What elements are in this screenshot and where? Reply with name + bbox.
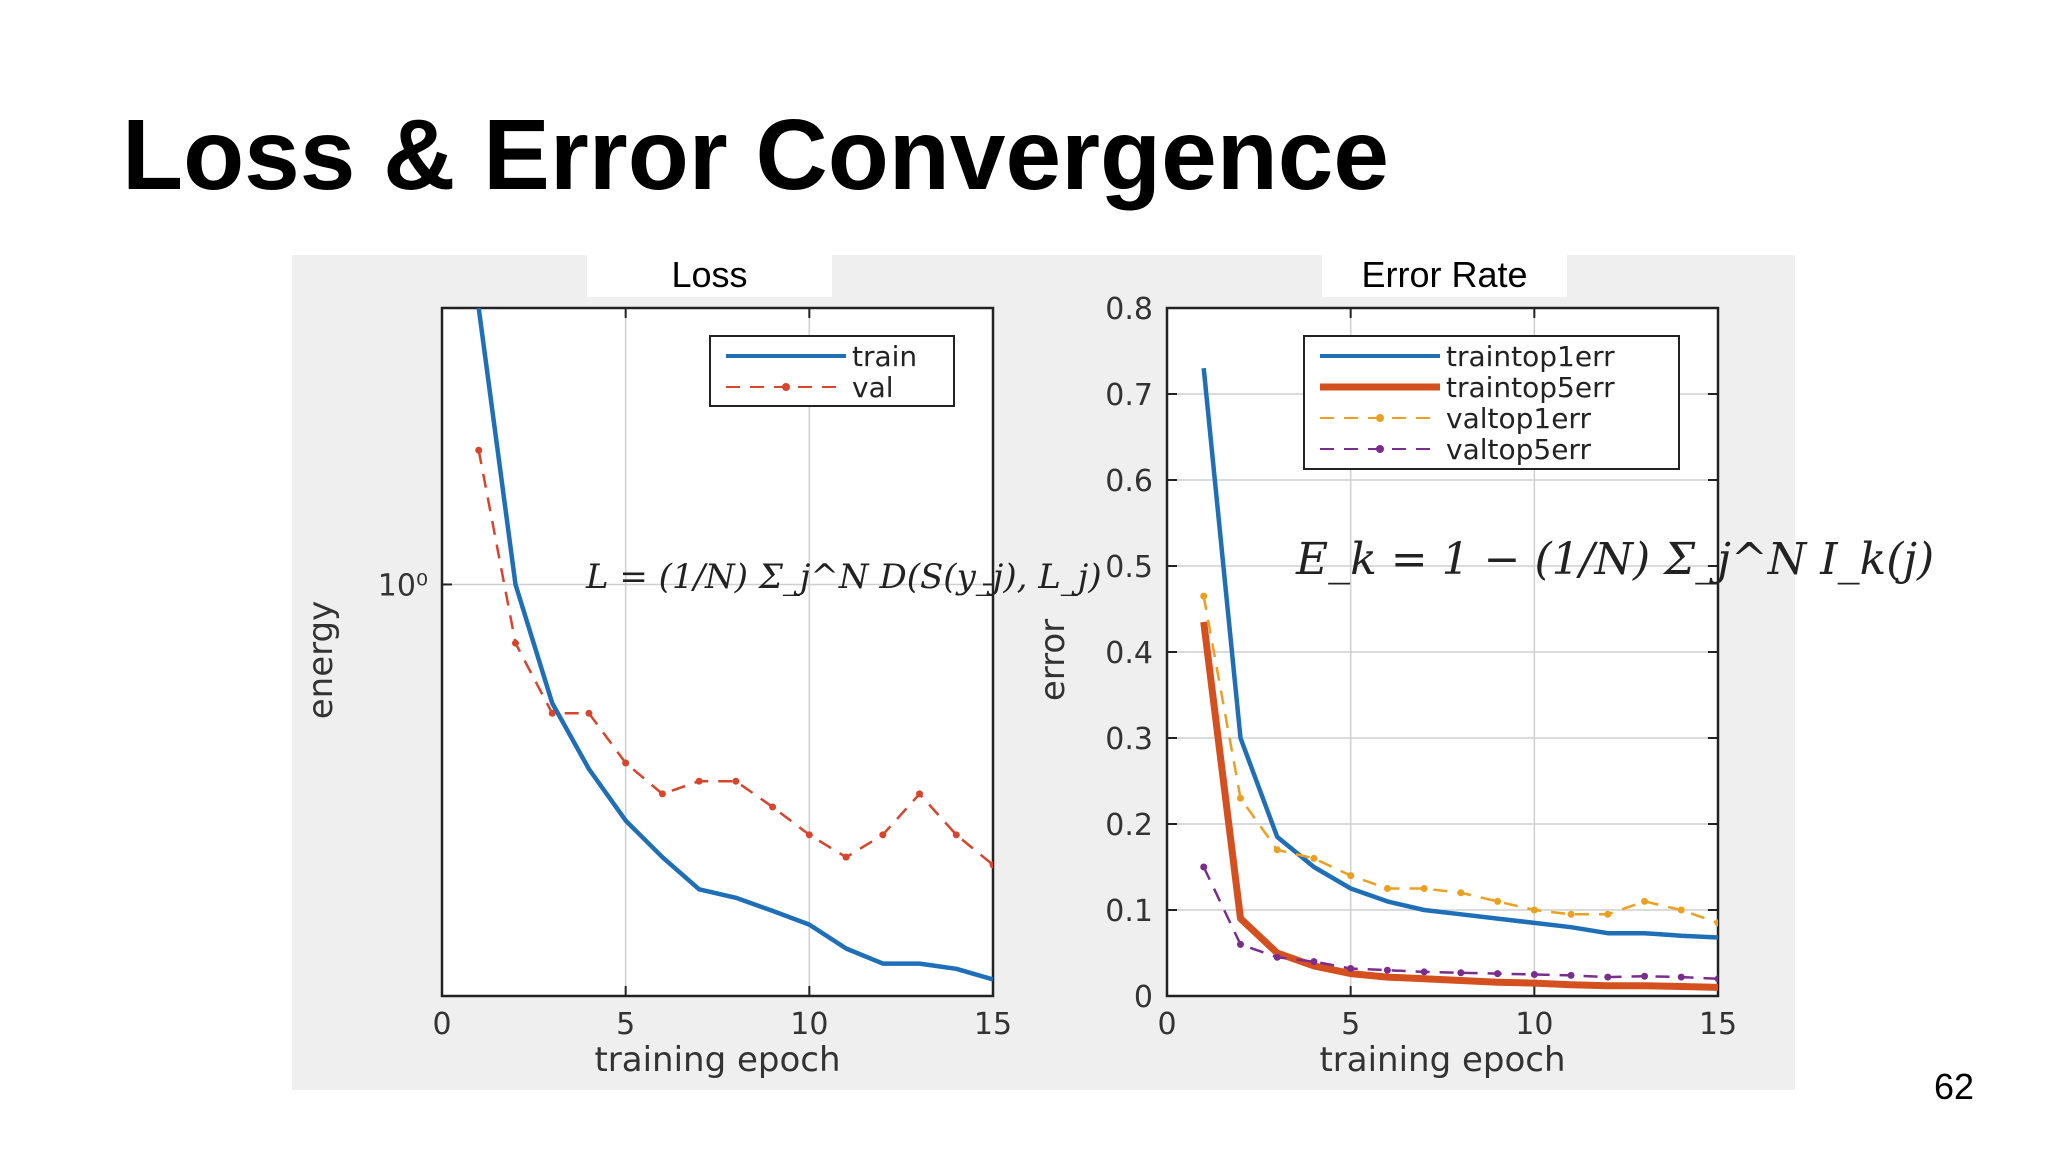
- error-ytick-label: 0.3: [1105, 722, 1153, 757]
- loss-xlabel: training epoch: [594, 1040, 840, 1080]
- loss-series-val-point: [511, 639, 519, 647]
- error-series-valtop5err-point: [1310, 958, 1318, 966]
- error-series-valtop5err-point: [1457, 969, 1465, 977]
- slide-title: Loss & Error Convergence: [122, 99, 1390, 211]
- error-xtick-label: 15: [1699, 1007, 1737, 1042]
- error-series-valtop5err-point: [1641, 972, 1649, 980]
- loss-ylabel: energy: [301, 601, 341, 719]
- loss-legend-marker-val: [782, 383, 790, 391]
- error-ylabel: error: [1033, 619, 1073, 701]
- error-series-traintop1err-line: [1201, 367, 1718, 940]
- error-series-valtop5err-line: [1202, 866, 1718, 981]
- loss-xtick-label: 5: [616, 1007, 635, 1042]
- error-series-valtop1err-point: [1273, 846, 1281, 854]
- loss-ytick-label: 10⁰: [378, 568, 428, 603]
- loss-axes-frame: [440, 306, 995, 998]
- loss-chart: 0 5 10 15 10⁰ training epoch energy L = (1/N) Σ…: [301, 306, 1102, 1080]
- error-series-valtop1err-point: [1494, 897, 1502, 905]
- error-series-valtop1err-point: [1567, 910, 1575, 918]
- error-series-valtop1err-point: [1530, 906, 1538, 914]
- loss-series-val-point: [695, 777, 703, 785]
- error-ytick-label: 0.8: [1105, 292, 1153, 327]
- error-series-valtop1err-point: [1641, 897, 1649, 905]
- error-legend-marker-valtop5err: [1376, 445, 1384, 453]
- loss-series-val-point: [952, 831, 960, 839]
- error-xtick-label: 5: [1341, 1007, 1360, 1042]
- error-series-valtop1err-point: [1420, 885, 1428, 892]
- error-series-valtop5err-point: [1273, 953, 1281, 961]
- error-ytick-label: 0.1: [1105, 894, 1153, 929]
- loss-series-val-point: [548, 709, 556, 717]
- loss-series-val-point: [769, 803, 777, 811]
- error-legend: traintop1errtraintop5errvaltop1errvaltop…: [1303, 335, 1680, 470]
- loss-series-val-point: [658, 790, 666, 798]
- error-ytick-label: 0.5: [1105, 550, 1153, 585]
- loss-series-val-point: [842, 853, 850, 861]
- error-series-valtop5err-point: [1347, 964, 1355, 972]
- error-series-valtop1err-point: [1677, 906, 1685, 914]
- error-series-valtop5err-point: [1494, 970, 1502, 978]
- error-series-valtop5err-point: [1714, 975, 1718, 983]
- error-chart: 0 5 10 15 0 0.1 0.2 0.3 0.4 0.5 0.6 0.7 0.8 training …: [1033, 292, 1934, 1080]
- loss-plot-area: [442, 308, 993, 996]
- loss-legend-box: [709, 335, 955, 407]
- error-ytick-label: 0: [1134, 980, 1153, 1015]
- page-number: 62: [1933, 1066, 1974, 1107]
- error-series-valtop5err-point: [1677, 973, 1685, 981]
- loss-series-train-line: [476, 308, 993, 982]
- loss-series-val-point: [989, 861, 993, 869]
- error-series-valtop1err-point: [1457, 889, 1465, 897]
- loss-series-val-point: [805, 831, 813, 839]
- error-series-valtop5err-point: [1530, 971, 1538, 978]
- loss-legend-label-val: val: [852, 371, 894, 404]
- error-ytick-label: 0.7: [1105, 378, 1153, 413]
- loss-panel-caption: Loss: [587, 253, 832, 297]
- error-ytick-label: 0.4: [1105, 636, 1153, 671]
- error-legend-label-traintop1err: traintop1err: [1446, 340, 1615, 373]
- loss-series-val-point: [879, 831, 887, 839]
- error-ytick-label: 0.2: [1105, 808, 1153, 843]
- error-series-valtop1err-point: [1383, 885, 1391, 892]
- error-series-valtop5err-point: [1604, 973, 1612, 981]
- loss-series-val-point: [585, 709, 593, 717]
- error-legend-label-valtop5err: valtop5err: [1446, 433, 1591, 466]
- loss-series-val-point: [475, 446, 483, 454]
- loss-series-val-point: [732, 777, 740, 785]
- error-series-valtop5err-point: [1200, 863, 1208, 871]
- error-xlabel: training epoch: [1319, 1040, 1565, 1080]
- loss-legend-label-train: train: [852, 340, 917, 373]
- loss-xtick-label: 10: [790, 1007, 828, 1042]
- error-legend-marker-valtop1err: [1376, 414, 1384, 422]
- error-legend-label-traintop5err: traintop5err: [1446, 371, 1615, 404]
- error-series-valtop5err-point: [1567, 971, 1575, 979]
- error-series-valtop5err-point: [1383, 966, 1391, 974]
- error-panel-caption: Error Rate: [1322, 253, 1567, 297]
- loss-xtick-label: 15: [974, 1007, 1012, 1042]
- loss-series-group: [475, 308, 993, 982]
- error-xtick-label: 10: [1515, 1007, 1553, 1042]
- loss-formula: L = (1/N) Σ_j^N D(S(y_j), L_j): [585, 557, 1102, 597]
- error-series-valtop5err-point: [1420, 968, 1428, 976]
- loss-xtick-label: 0: [432, 1007, 451, 1042]
- error-series-valtop1err-point: [1236, 794, 1244, 802]
- loss-gridlines: [442, 308, 993, 996]
- loss-series-val-point: [916, 790, 924, 798]
- error-ytick-label: 0.6: [1105, 464, 1153, 499]
- error-series-valtop1err-point: [1714, 919, 1718, 927]
- error-formula: E_k = 1 − (1/N) Σ_j^N I_k(j): [1295, 534, 1934, 585]
- error-series-traintop5err-line: [1200, 621, 1718, 991]
- error-series-valtop1err-point: [1604, 910, 1612, 918]
- loss-series-val-point: [622, 759, 630, 767]
- error-legend-label-valtop1err: valtop1err: [1446, 402, 1591, 435]
- error-xtick-label: 0: [1157, 1007, 1176, 1042]
- error-legend-box: [1303, 335, 1680, 470]
- error-series-valtop1err-point: [1347, 872, 1355, 880]
- error-series-valtop1err-point: [1200, 592, 1208, 600]
- error-series-valtop5err-point: [1236, 940, 1244, 948]
- error-series-valtop1err-point: [1310, 854, 1318, 862]
- error-series-group: [1200, 367, 1718, 991]
